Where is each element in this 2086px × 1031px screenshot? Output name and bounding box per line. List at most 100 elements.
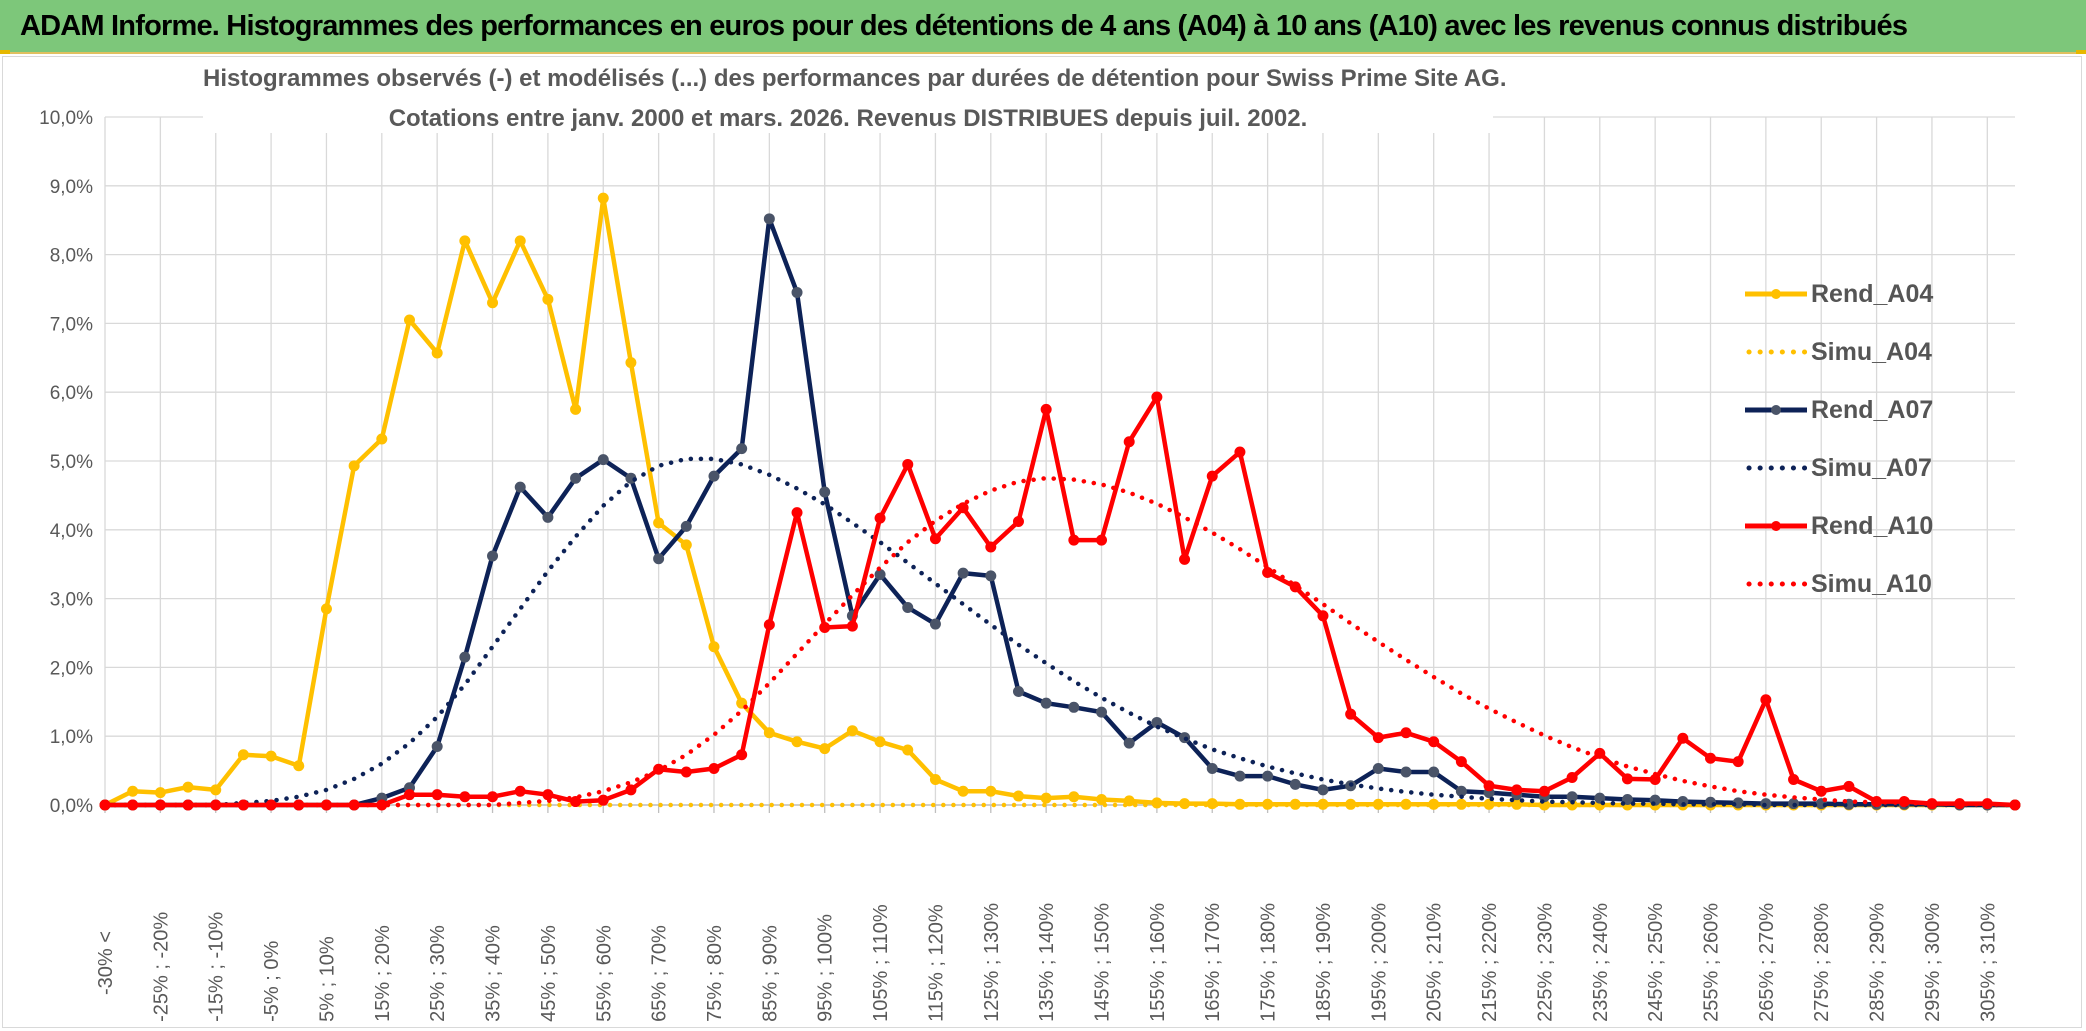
point-Rend_A04	[376, 433, 388, 445]
series-Simu_A10	[102, 475, 2018, 808]
chart-title-line-2: Cotations entre janv. 2000 et mars. 2026…	[203, 105, 1493, 133]
legend-item-Rend_A07: Rend_A07	[1745, 381, 1945, 439]
x-tick-label: [ 55% ; 60%	[593, 925, 615, 1027]
point-Rend_A10	[1621, 773, 1633, 785]
x-tick-label: [ 285% ; 290%	[1867, 903, 1889, 1027]
point-Rend_A10	[1566, 771, 1578, 783]
x-tick-label: [ 225% ; 230%	[1534, 903, 1556, 1027]
y-tick-label: 3,0%	[50, 590, 93, 611]
point-Rend_A04	[1040, 792, 1052, 804]
point-Rend_A10	[1760, 694, 1772, 706]
point-Rend_A04	[459, 235, 471, 247]
point-Rend_A10	[708, 763, 720, 775]
line-Rend_A10	[105, 394, 2016, 808]
y-tick-label: 8,0%	[50, 246, 93, 267]
y-tick-label: 4,0%	[50, 521, 93, 542]
y-tick-label: 6,0%	[50, 383, 93, 404]
point-Rend_A04	[1096, 793, 1108, 805]
point-Rend_A04	[653, 517, 665, 529]
point-Rend_A07	[1206, 763, 1218, 775]
point-Rend_A10	[1732, 756, 1744, 768]
point-Rend_A10	[874, 512, 886, 524]
point-Rend_A04	[182, 781, 194, 793]
point-Rend_A10	[431, 789, 443, 801]
chart-legend: Rend_A04 Simu_A04 Rend_A07 Simu_A07 Rend_A10…	[1745, 265, 1945, 613]
x-tick-label: [ 25% ; 30%	[427, 925, 449, 1027]
x-tick-label: [ -5% ; 0%	[261, 941, 283, 1027]
point-Rend_A04	[570, 403, 582, 415]
legend-label: Simu_A04	[1811, 337, 1932, 366]
y-axis-ticks: 0,0% 1,0% 2,0% 3,0% 4,0% 5,0% 6,0% 7,0% 8,0% 9,0%…	[39, 108, 93, 817]
point-Rend_A10	[127, 799, 139, 811]
point-Rend_A10	[403, 789, 415, 801]
legend-label: Simu_A07	[1811, 453, 1932, 482]
point-Rend_A10	[1843, 780, 1855, 792]
y-tick-label: 2,0%	[50, 658, 93, 679]
legend-swatch-Rend_A10	[1745, 521, 1807, 531]
point-Rend_A10	[487, 791, 499, 803]
point-Rend_A10	[597, 794, 609, 806]
legend-item-Rend_A10: Rend_A10	[1745, 497, 1945, 555]
point-Rend_A07	[570, 472, 582, 484]
point-Rend_A04	[874, 736, 886, 748]
point-Rend_A07	[459, 651, 471, 663]
x-tick-label: [ 255% ; 260%	[1701, 903, 1723, 1027]
point-Rend_A10	[1538, 785, 1550, 797]
point-Rend_A07	[791, 286, 803, 298]
point-Rend_A10	[1234, 446, 1246, 458]
point-Rend_A10	[1262, 566, 1274, 578]
x-tick-label: [ 95% ; 100%	[815, 914, 837, 1027]
corner-accent-right	[2076, 50, 2086, 54]
series-lines	[99, 192, 2021, 811]
x-tick-label: [ 125% ; 130%	[981, 903, 1003, 1027]
x-tick-label: [ 195% ; 200%	[1368, 903, 1390, 1027]
point-Rend_A04	[542, 293, 554, 305]
point-Rend_A10	[1455, 756, 1467, 768]
x-tick-label: [ 265% ; 270%	[1756, 903, 1778, 1027]
point-Rend_A10	[1179, 553, 1191, 565]
point-Rend_A07	[819, 486, 831, 498]
point-Rend_A10	[459, 791, 471, 803]
point-Rend_A07	[680, 520, 692, 532]
point-Rend_A04	[625, 357, 637, 369]
legend-swatch-Simu_A10	[1746, 581, 1807, 587]
point-Rend_A10	[1123, 436, 1135, 448]
point-Rend_A10	[1400, 727, 1412, 739]
point-Rend_A10	[985, 541, 997, 553]
point-Rend_A04	[680, 539, 692, 551]
legend-marker	[1771, 521, 1781, 531]
point-Rend_A07	[1428, 766, 1440, 778]
legend-label: Rend_A10	[1811, 511, 1934, 540]
point-Rend_A04	[1012, 790, 1024, 802]
point-Rend_A10	[1151, 391, 1163, 403]
x-tick-label: [ 115% ; 120%	[925, 904, 947, 1027]
point-Rend_A07	[1123, 737, 1135, 749]
point-Rend_A04	[902, 744, 914, 756]
x-tick-label: [ 175% ; 180%	[1258, 903, 1280, 1027]
point-Rend_A07	[1012, 685, 1024, 697]
point-Rend_A04	[791, 736, 803, 748]
point-Rend_A10	[1068, 534, 1080, 546]
y-tick-label: 7,0%	[50, 314, 93, 335]
point-Rend_A07	[874, 569, 886, 581]
point-Rend_A10	[542, 789, 554, 801]
legend-item-Simu_A10: Simu_A10	[1745, 555, 1945, 613]
point-Rend_A07	[1040, 697, 1052, 709]
x-tick-label: [ 305% ; 310%	[1977, 903, 1999, 1027]
line-Rend_A07	[105, 216, 2015, 808]
point-Rend_A07	[1594, 792, 1606, 804]
chart-area: 0,0% 1,0% 2,0% 3,0% 4,0% 5,0% 6,0% 7,0% 8,0% 9,0%…	[2, 56, 2082, 1028]
point-Rend_A07	[985, 570, 997, 582]
x-tick-label: [ 205% ; 210%	[1424, 903, 1446, 1027]
series-Simu_A07	[102, 456, 2018, 808]
point-Rend_A07	[1289, 778, 1301, 790]
x-tick-label: [ 275% ; 280%	[1811, 903, 1833, 1027]
x-tick-label: [ 15% ; 20%	[372, 925, 394, 1027]
legend-label: Rend_A04	[1811, 279, 1934, 308]
series-Rend_A07	[99, 213, 2021, 811]
point-Rend_A10	[1815, 785, 1827, 797]
point-Rend_A10	[1317, 610, 1329, 622]
x-tick-label: [ 65% ; 70%	[649, 925, 671, 1027]
legend-swatch-Rend_A04	[1745, 289, 1807, 299]
point-Rend_A10	[680, 766, 692, 778]
